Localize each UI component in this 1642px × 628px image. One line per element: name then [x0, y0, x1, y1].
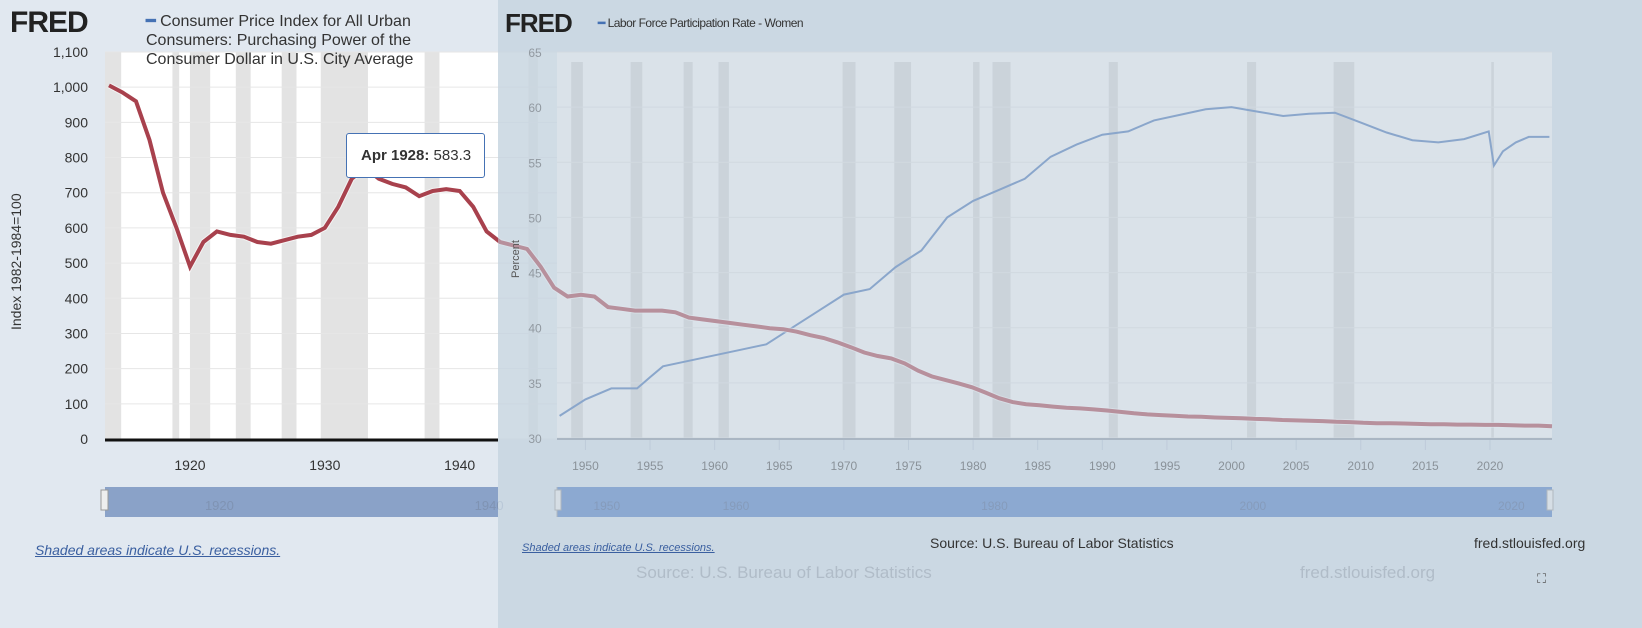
recession-band: [842, 62, 856, 438]
x-tick-label: 1950: [572, 459, 599, 473]
y-tick-label: 1,100: [53, 44, 88, 60]
x-tick-label: 1940: [444, 457, 475, 473]
y-tick-label: 100: [65, 396, 89, 412]
navigator-label: 2020: [1498, 499, 1525, 513]
x-tick-label: 1970: [831, 459, 858, 473]
navigator-label: 1950: [593, 499, 620, 513]
y-tick-label: 30: [528, 432, 542, 446]
y-tick-label: 40: [528, 322, 542, 336]
recession-band: [1247, 62, 1257, 438]
navigator-label: 1920: [205, 498, 234, 513]
x-tick-label: 1965: [766, 459, 793, 473]
y-tick-label: 200: [65, 361, 89, 377]
recession-band: [424, 52, 440, 439]
y-tick-label: 65: [528, 46, 542, 60]
right-y-label: Percent: [510, 240, 522, 278]
site-right[interactable]: fred.stlouisfed.org: [1474, 535, 1586, 551]
x-tick-label: 1995: [1154, 459, 1181, 473]
recession-band: [571, 62, 583, 438]
source-right: Source: U.S. Bureau of Labor Statistics: [930, 535, 1174, 551]
recession-band: [172, 52, 180, 439]
navigator-label: 1940: [475, 498, 504, 513]
x-tick-label: 2015: [1412, 459, 1439, 473]
navigator-handle-left: [100, 489, 109, 511]
recession-band: [894, 62, 912, 438]
navigator-label: 1980: [981, 499, 1008, 513]
y-tick-label: 0: [80, 431, 88, 447]
recession-band: [235, 52, 251, 439]
y-tick-label: 300: [65, 325, 89, 341]
y-tick-label: 400: [65, 290, 89, 306]
y-tick-label: 900: [65, 114, 89, 130]
tooltip-value: 583.3: [433, 147, 472, 164]
x-tick-label: 1990: [1089, 459, 1116, 473]
left-title-text: Consumer Price Index for All Urban Consu…: [146, 13, 414, 68]
left-y-label: Index 1982-1984=100: [8, 193, 24, 330]
x-tick-label: 2010: [1347, 459, 1374, 473]
y-tick-label: 1,000: [53, 79, 88, 95]
x-tick-label: 1930: [309, 457, 340, 473]
navigator-right: [557, 487, 1552, 517]
recession-band: [718, 62, 729, 438]
y-tick-label: 500: [65, 255, 89, 271]
recession-band: [630, 62, 643, 438]
x-tick-label: 1960: [701, 459, 728, 473]
x-tick-label: 2020: [1477, 459, 1504, 473]
right-plot-area: [557, 52, 1552, 438]
site-left[interactable]: fred.stlouisfed.org: [1300, 563, 1436, 582]
recession-note-right[interactable]: Shaded areas indicate U.S. recessions.: [522, 542, 715, 554]
recession-band: [105, 52, 122, 439]
y-tick-label: 35: [528, 377, 542, 391]
navigator-handle-right: [1546, 489, 1554, 511]
fred-logo-right[interactable]: FRED: [505, 8, 573, 38]
recession-band: [320, 52, 368, 439]
recession-band: [1491, 62, 1494, 438]
fullscreen-icon[interactable]: ⛶: [1537, 571, 1547, 586]
recession-band: [973, 62, 980, 438]
right-title-text: Labor Force Participation Rate - Women: [607, 16, 804, 30]
recession-note-left[interactable]: Shaded areas indicate U.S. recessions.: [35, 542, 281, 558]
recession-band: [992, 62, 1011, 438]
x-tick-label: 1920: [174, 457, 205, 473]
recession-band: [281, 52, 297, 439]
x-tick-label: 1975: [895, 459, 922, 473]
navigator-label: 2000: [1240, 499, 1267, 513]
x-tick-label: 2000: [1218, 459, 1245, 473]
source-left: Source: U.S. Bureau of Labor Statistics: [636, 563, 932, 582]
recession-band: [1108, 62, 1118, 438]
y-tick-label: 700: [65, 185, 89, 201]
x-tick-label: 1985: [1024, 459, 1051, 473]
y-tick-label: 50: [528, 211, 542, 225]
y-tick-label: 60: [528, 101, 542, 115]
legend-swatch-cpi: ━: [146, 13, 161, 30]
y-tick-label: 800: [65, 150, 89, 166]
legend-swatch-lfpr: ━: [598, 16, 608, 30]
left-chart-title: ━ Consumer Price Index for All Urban Con…: [146, 12, 486, 69]
x-tick-label: 1980: [960, 459, 987, 473]
navigator-left: [105, 487, 498, 517]
fred-logo-left[interactable]: FRED: [10, 6, 89, 39]
navigator-label: 1960: [723, 499, 750, 513]
tooltip-date: Apr 1928:: [361, 147, 430, 164]
y-tick-label: 55: [528, 156, 542, 170]
navigator-handle-left: [554, 489, 562, 511]
right-chart-title: ━ Labor Force Participation Rate - Women: [598, 16, 804, 30]
recession-band: [683, 62, 693, 438]
x-tick-label: 2005: [1283, 459, 1310, 473]
x-tick-label: 1955: [637, 459, 664, 473]
y-tick-label: 600: [65, 220, 89, 236]
tooltip: Apr 1928: 583.3: [346, 133, 485, 178]
